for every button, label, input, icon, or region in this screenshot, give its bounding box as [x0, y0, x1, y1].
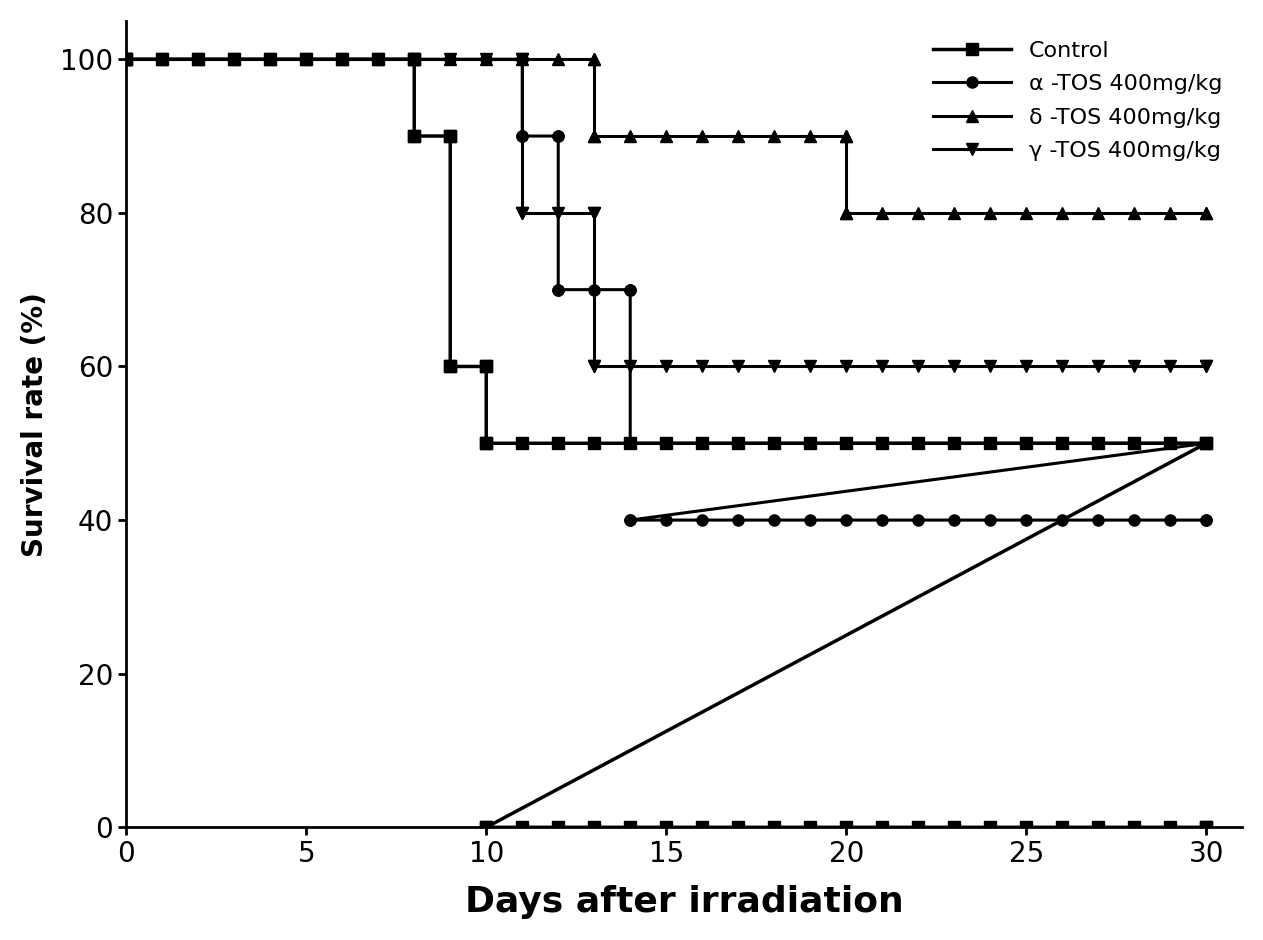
Y-axis label: Survival rate (%): Survival rate (%): [20, 291, 49, 556]
Legend: Control, α -TOS 400mg/kg, δ -TOS 400mg/kg, γ -TOS 400mg/kg: Control, α -TOS 400mg/kg, δ -TOS 400mg/k…: [925, 32, 1231, 170]
X-axis label: Days after irradiation: Days after irradiation: [465, 885, 903, 919]
